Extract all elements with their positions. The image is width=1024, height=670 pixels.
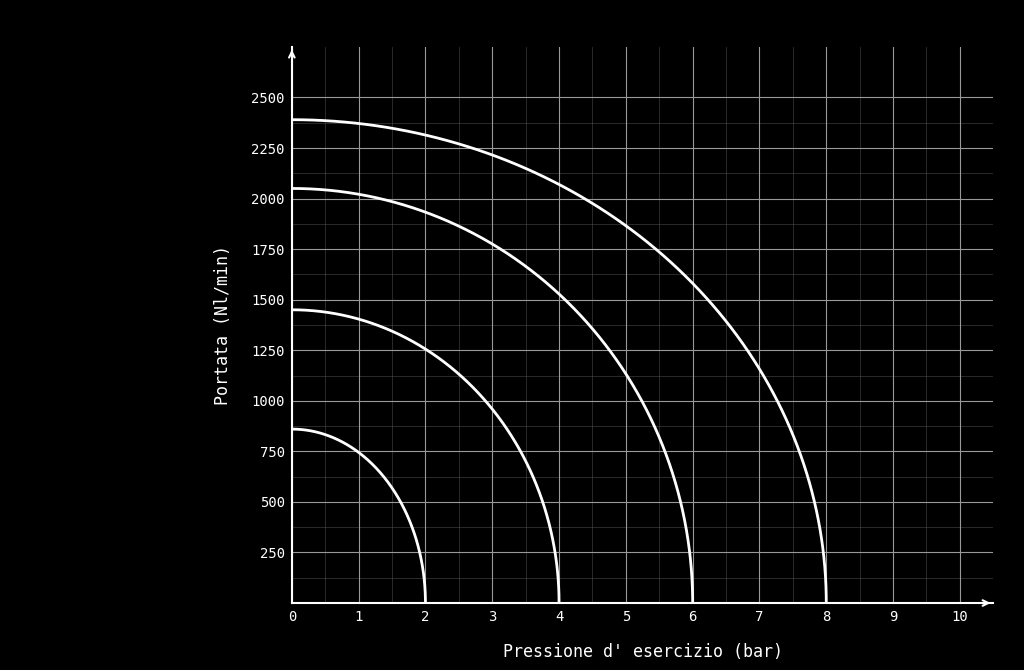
X-axis label: Pressione d' esercizio (bar): Pressione d' esercizio (bar)	[503, 643, 782, 661]
Y-axis label: Portata (Nl/min): Portata (Nl/min)	[214, 245, 232, 405]
